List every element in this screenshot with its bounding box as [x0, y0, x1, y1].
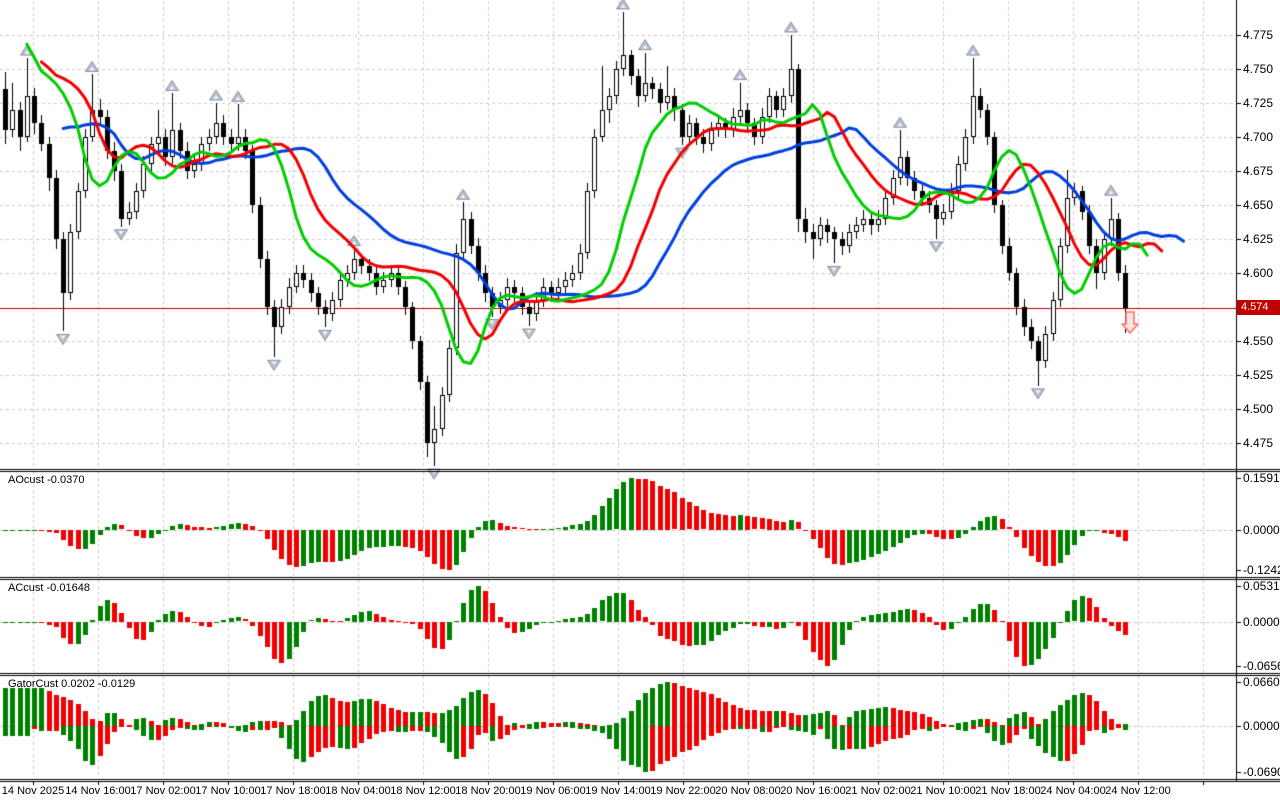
chart-canvas[interactable]: [0, 0, 1280, 800]
trading-chart-window: AOcust -0.0370 ACcust -0.01648 GatorCust…: [0, 0, 1280, 800]
